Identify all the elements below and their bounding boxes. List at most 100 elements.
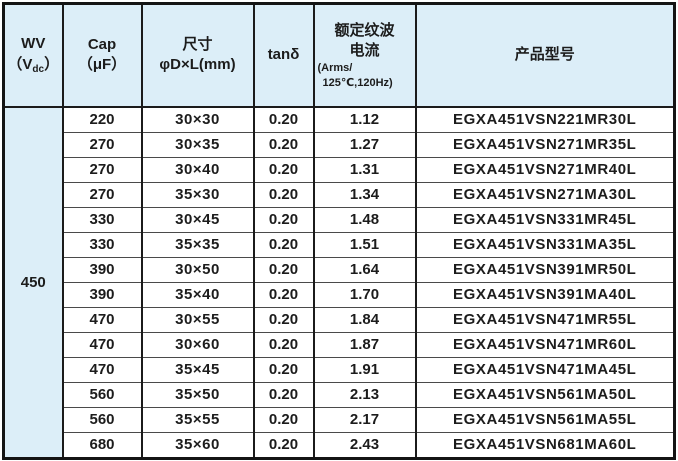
cap-cell: 330	[61, 206, 143, 233]
header-wv-line2: （Vdc）	[7, 55, 60, 75]
table-row: 390 30×50 0.20 1.64 EGXA451VSN391MR50L	[4, 256, 676, 283]
size-cell: 35×30	[140, 181, 255, 208]
tan-cell: 0.20	[252, 156, 315, 183]
tan-cell: 0.20	[252, 281, 315, 308]
model-cell: EGXA451VSN391MR50L	[414, 256, 676, 283]
model-cell: EGXA451VSN271MR35L	[414, 131, 676, 158]
table-row: 330 35×35 0.20 1.51 EGXA451VSN331MA35L	[4, 231, 676, 258]
header-wv-subscript: dc	[32, 63, 45, 75]
cap-cell: 270	[61, 156, 143, 183]
header-wv: WV （Vdc）	[2, 3, 64, 108]
ripple-cell: 1.34	[312, 181, 417, 208]
model-cell: EGXA451VSN271MR40L	[414, 156, 676, 183]
size-cell: 35×40	[140, 281, 255, 308]
cap-cell: 560	[61, 406, 143, 433]
size-cell: 35×60	[140, 431, 255, 459]
header-cap: Cap （μF）	[61, 3, 143, 108]
header-model: 产品型号	[414, 3, 676, 108]
ripple-cell: 1.84	[312, 306, 417, 333]
model-cell: EGXA451VSN561MA50L	[414, 381, 676, 408]
cap-cell: 470	[61, 306, 143, 333]
header-size: 尺寸 φD×L(mm)	[140, 3, 255, 108]
tan-cell: 0.20	[252, 406, 315, 433]
header-cap-line1: Cap	[87, 36, 117, 53]
ripple-cell: 1.51	[312, 231, 417, 258]
size-cell: 35×35	[140, 231, 255, 258]
table-row: 680 35×60 0.20 2.43 EGXA451VSN681MA60L	[4, 431, 676, 459]
model-cell: EGXA451VSN271MA30L	[414, 181, 676, 208]
header-ripple-condition2: 125℃,120Hz)	[322, 76, 393, 89]
wv-merged-cell: 450	[2, 106, 64, 459]
table-row: 390 35×40 0.20 1.70 EGXA451VSN391MA40L	[4, 281, 676, 308]
table-row: 560 35×55 0.20 2.17 EGXA451VSN561MA55L	[4, 406, 676, 433]
ripple-cell: 1.91	[312, 356, 417, 383]
cap-cell: 470	[61, 356, 143, 383]
tan-cell: 0.20	[252, 356, 315, 383]
model-cell: EGXA451VSN471MR55L	[414, 306, 676, 333]
ripple-cell: 2.43	[312, 431, 417, 459]
cap-cell: 220	[61, 106, 143, 133]
header-cap-line2: （μF）	[77, 56, 127, 74]
tan-cell: 0.20	[252, 106, 315, 133]
size-cell: 30×45	[140, 206, 255, 233]
table-row: 470 35×45 0.20 1.91 EGXA451VSN471MA45L	[4, 356, 676, 383]
ripple-cell: 2.13	[312, 381, 417, 408]
size-cell: 35×45	[140, 356, 255, 383]
tan-cell: 0.20	[252, 431, 315, 459]
size-cell: 30×60	[140, 331, 255, 358]
size-cell: 35×50	[140, 381, 255, 408]
cap-cell: 330	[61, 231, 143, 258]
model-cell: EGXA451VSN391MA40L	[414, 281, 676, 308]
ripple-cell: 1.64	[312, 256, 417, 283]
model-cell: EGXA451VSN471MR60L	[414, 331, 676, 358]
header-ripple-line2: 电流	[349, 41, 380, 59]
size-cell: 30×30	[140, 106, 255, 133]
header-size-line2: φD×L(mm)	[159, 56, 236, 74]
ripple-cell: 2.17	[312, 406, 417, 433]
size-cell: 30×40	[140, 156, 255, 183]
tan-cell: 0.20	[252, 256, 315, 283]
header-row: WV （Vdc） Cap （μF） 尺寸 φD×L(mm) tanδ 额定纹波 …	[2, 3, 676, 108]
header-ripple: 额定纹波 电流 (Arms/ 125℃,120Hz)	[312, 3, 417, 108]
table-row: 270 35×30 0.20 1.34 EGXA451VSN271MA30L	[4, 181, 676, 208]
table-body: 450 220 30×30 0.20 1.12 EGXA451VSN221MR30L 270…	[2, 106, 676, 459]
table-row: 330 30×45 0.20 1.48 EGXA451VSN331MR45L	[4, 206, 676, 233]
tan-cell: 0.20	[252, 331, 315, 358]
ripple-cell: 1.27	[312, 131, 417, 158]
ripple-cell: 1.31	[312, 156, 417, 183]
model-cell: EGXA451VSN561MA55L	[414, 406, 676, 433]
table-row: 470 30×60 0.20 1.87 EGXA451VSN471MR60L	[4, 331, 676, 358]
header-wv-line1: WV	[21, 35, 46, 53]
header-ripple-condition1: (Arms/	[317, 62, 353, 75]
tan-cell: 0.20	[252, 181, 315, 208]
cap-cell: 560	[61, 381, 143, 408]
tan-cell: 0.20	[252, 231, 315, 258]
cap-cell: 680	[61, 431, 143, 459]
ripple-cell: 1.12	[312, 106, 417, 133]
table-row: 270 30×35 0.20 1.27 EGXA451VSN271MR35L	[4, 131, 676, 158]
size-cell: 35×55	[140, 406, 255, 433]
cap-cell: 470	[61, 331, 143, 358]
table-row: 270 30×40 0.20 1.31 EGXA451VSN271MR40L	[4, 156, 676, 183]
size-cell: 30×35	[140, 131, 255, 158]
header-size-line1: 尺寸	[182, 36, 213, 53]
cap-cell: 270	[61, 181, 143, 208]
tan-cell: 0.20	[252, 131, 315, 158]
cap-cell: 390	[61, 281, 143, 308]
table-row: 560 35×50 0.20 2.13 EGXA451VSN561MA50L	[4, 381, 676, 408]
size-cell: 30×50	[140, 256, 255, 283]
tan-cell: 0.20	[252, 381, 315, 408]
model-cell: EGXA451VSN471MA45L	[414, 356, 676, 383]
header-tan: tanδ	[252, 3, 315, 108]
cap-cell: 270	[61, 131, 143, 158]
header-ripple-line1: 额定纹波	[334, 21, 395, 39]
model-cell: EGXA451VSN681MA60L	[414, 431, 676, 459]
table-row: 450 220 30×30 0.20 1.12 EGXA451VSN221MR30L	[2, 106, 676, 459]
table-row: 470 30×55 0.20 1.84 EGXA451VSN471MR55L	[4, 306, 676, 333]
tan-cell: 0.20	[252, 306, 315, 333]
model-cell: EGXA451VSN331MR45L	[414, 206, 676, 233]
model-cell: EGXA451VSN221MR30L	[414, 106, 676, 133]
cap-cell: 390	[61, 256, 143, 283]
